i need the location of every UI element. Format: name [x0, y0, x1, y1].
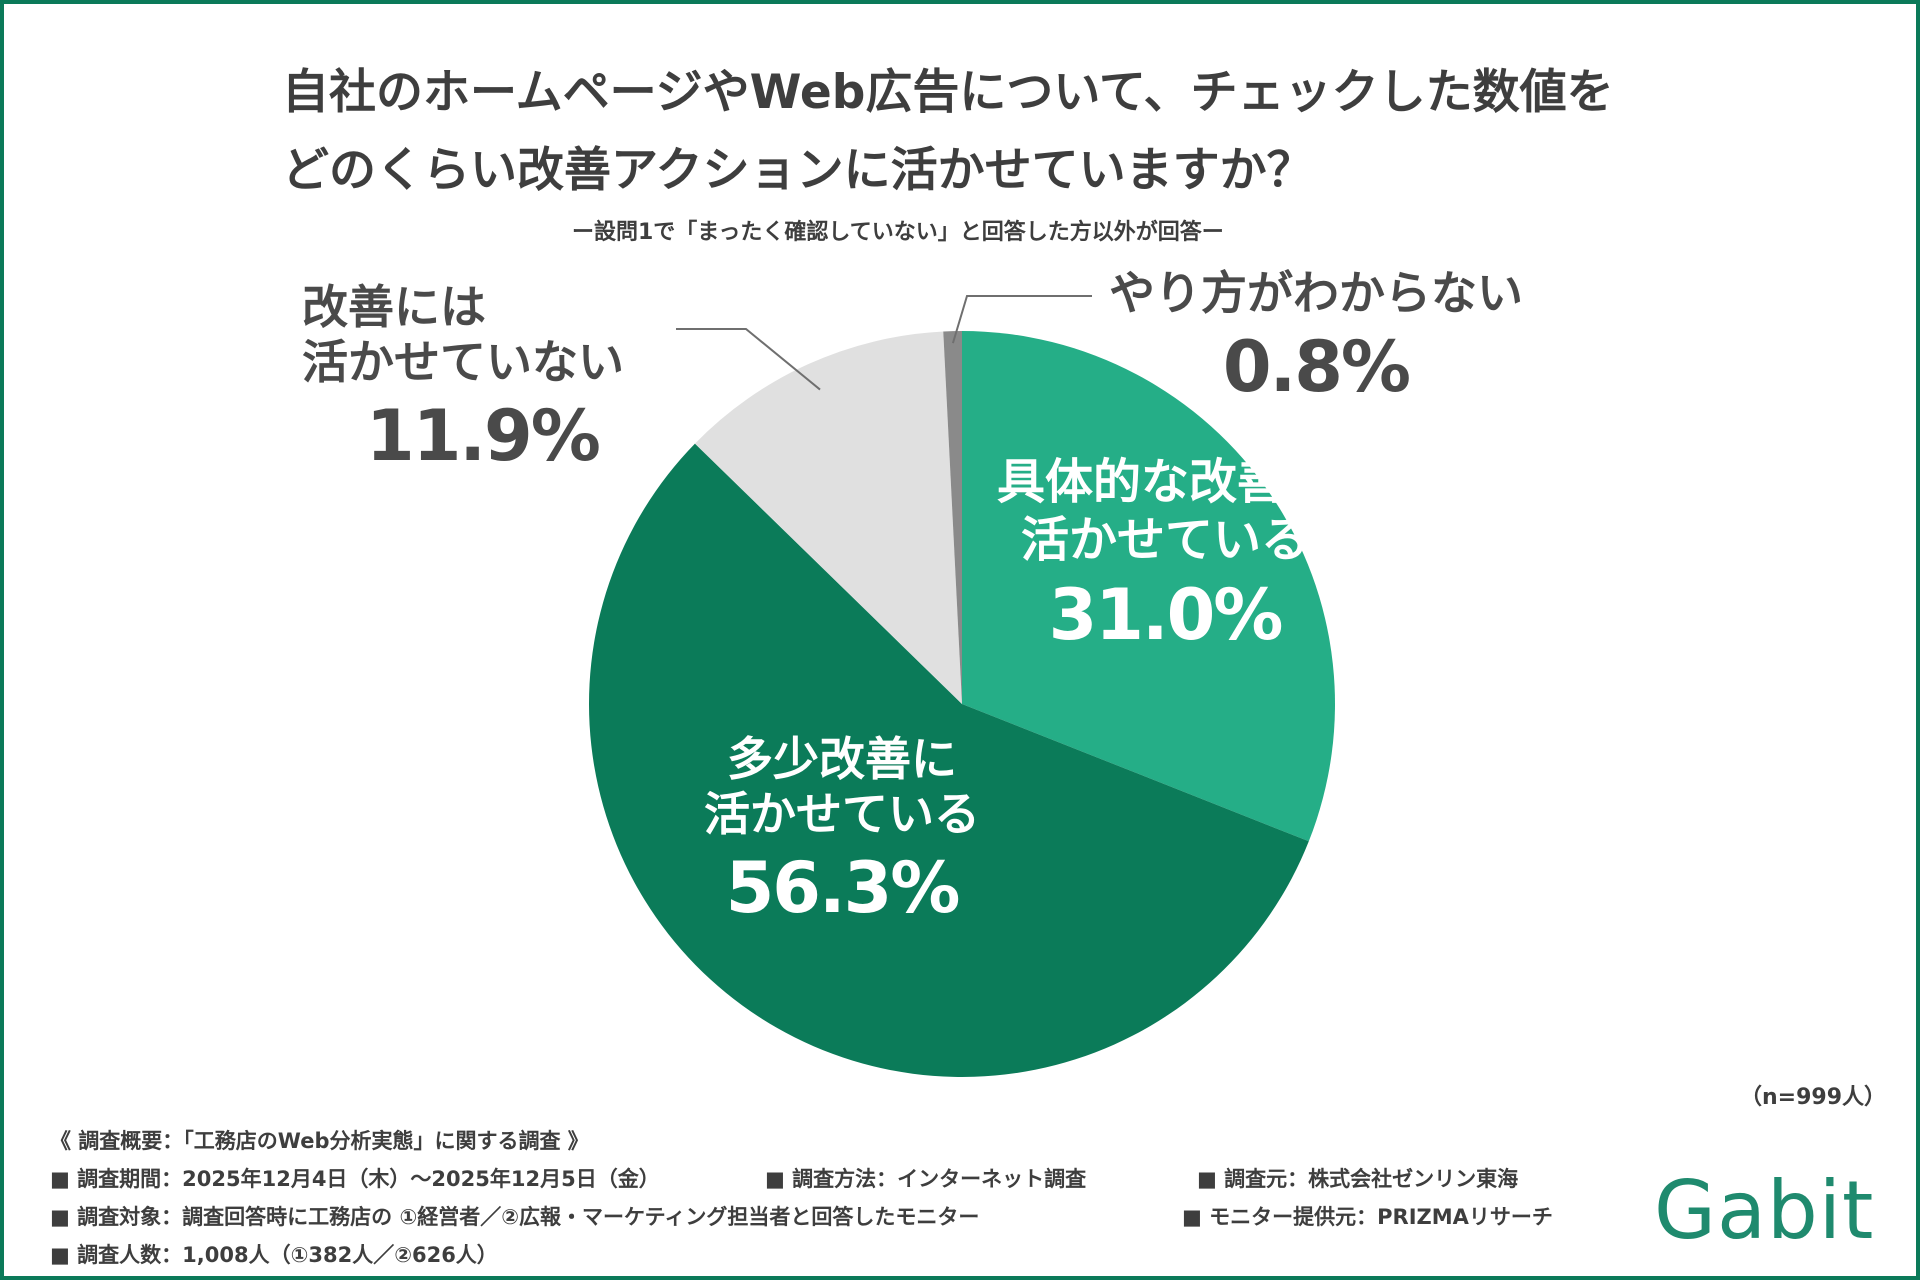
survey-method: ■ 調査方法：インターネット調査: [765, 1167, 1087, 1191]
label-dont-know-how: やり方がわからない 0.8%: [1109, 266, 1523, 409]
label-some-improvement-line2: 活かせている: [704, 787, 980, 842]
label-some-improvement-line1: 多少改善に: [727, 732, 957, 786]
leader-line-dont-know-how: [951, 295, 1092, 344]
chart-subtitle: ー設問1で「まったく確認していない」と回答した方以外が回答ー: [572, 220, 1224, 245]
survey-target: ■ 調査対象：調査回答時に工務店の ①経営者／②広報・マーケティング担当者と回答…: [50, 1205, 980, 1229]
label-specific-improvement-line2: 活かせている: [1021, 511, 1310, 568]
pie-slice-specific-improvement: [962, 331, 1335, 842]
survey-monitor-provider: ■ モニター提供元：PRIZMAリサーチ: [1182, 1205, 1553, 1229]
survey-count: ■ 調査人数：1,008人（①382人／②626人）: [50, 1243, 498, 1267]
label-some-improvement: 多少改善に 活かせている 56.3%: [704, 732, 980, 930]
label-not-used-percent: 11.9%: [366, 395, 601, 478]
sample-size-note: （n=999人）: [1740, 1085, 1887, 1110]
label-dont-know-how-percent: 0.8%: [1222, 326, 1411, 409]
pie-chart: [589, 295, 1335, 1077]
survey-overview: 《 調査概要：「工務店のWeb分析実態」に関する調査 》 ■ 調査期間：2025…: [50, 1122, 1610, 1274]
pie-slice-some-improvement: [589, 443, 1309, 1077]
leader-line-not-used: [676, 328, 821, 391]
pie-slice-dont-know-how: [943, 331, 962, 704]
survey-organizer: ■ 調査元：株式会社ゼンリン東海: [1197, 1167, 1519, 1191]
pie-slice-not-used: [694, 331, 962, 704]
chart-title: 自社のホームページやWeb広告について、チェックした数値を どのくらい改善アクシ…: [282, 54, 1742, 210]
label-some-improvement-percent: 56.3%: [725, 847, 961, 930]
survey-period: ■ 調査期間：2025年12月4日（木）〜2025年12月5日（金）: [50, 1167, 660, 1191]
label-not-used-line2: 活かせていない: [302, 335, 624, 390]
survey-overview-title: 《 調査概要：「工務店のWeb分析実態」に関する調査 》: [50, 1129, 589, 1153]
label-dont-know-how-line1: やり方がわからない: [1109, 266, 1523, 320]
label-not-used-line1: 改善には: [302, 280, 486, 334]
label-specific-improvement: 具体的な改善に 活かせている 31.0%: [997, 454, 1333, 657]
label-specific-improvement-percent: 31.0%: [1048, 574, 1284, 657]
chart-title-line1: 自社のホームページやWeb広告について、チェックした数値を: [282, 65, 1614, 120]
gabit-logo: Gabit: [1654, 1164, 1875, 1257]
label-not-used: 改善には 活かせていない 11.9%: [302, 280, 624, 478]
label-specific-improvement-line1: 具体的な改善に: [997, 454, 1334, 510]
chart-title-line2: どのくらい改善アクションに活かせていますか？: [282, 143, 1314, 198]
